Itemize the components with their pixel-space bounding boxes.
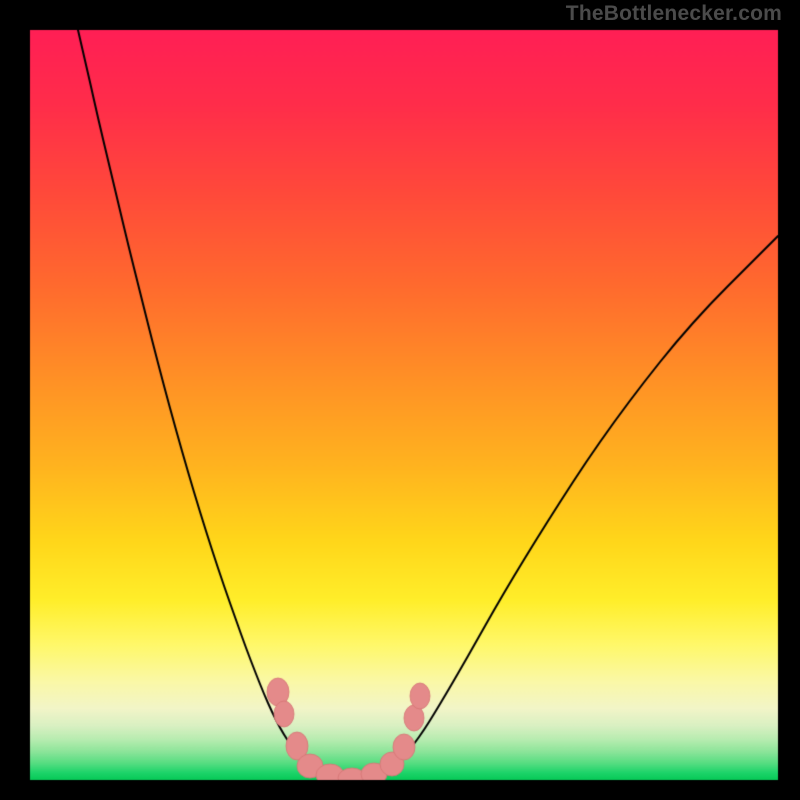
gradient-v-curve-chart xyxy=(0,0,800,800)
chart-stage: TheBottlenecker.com xyxy=(0,0,800,800)
watermark-text: TheBottlenecker.com xyxy=(566,2,782,26)
